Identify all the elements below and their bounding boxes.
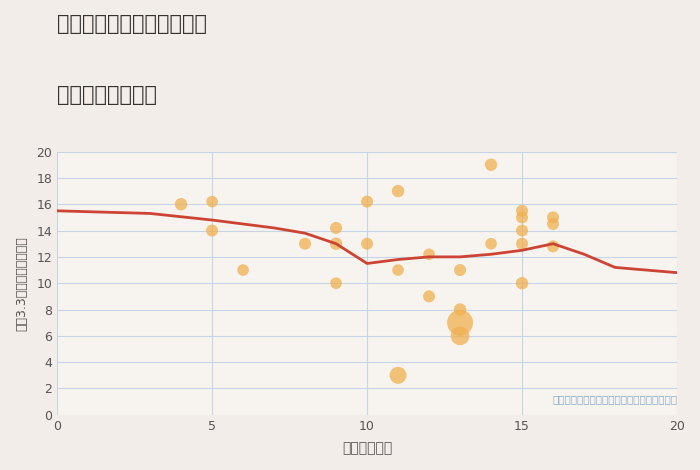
Point xyxy=(486,161,497,169)
Point xyxy=(361,198,372,205)
Point xyxy=(454,306,466,313)
Point xyxy=(300,240,311,248)
Point xyxy=(454,332,466,340)
Point xyxy=(206,198,218,205)
Text: 円の大きさは、取引のあった物件面積を示す: 円の大きさは、取引のあった物件面積を示す xyxy=(552,394,677,404)
Y-axis label: 坪（3.3㎡）単価（万円）: 坪（3.3㎡）単価（万円） xyxy=(15,236,28,330)
Point xyxy=(517,227,528,235)
Point xyxy=(176,201,187,208)
Point xyxy=(330,240,342,248)
Point xyxy=(517,207,528,215)
Point xyxy=(237,266,248,274)
Point xyxy=(393,266,404,274)
Text: 三重県四日市市平津新町の: 三重県四日市市平津新町の xyxy=(57,14,207,34)
Point xyxy=(517,280,528,287)
Point xyxy=(361,240,372,248)
Point xyxy=(547,214,559,221)
Point xyxy=(393,188,404,195)
Point xyxy=(454,266,466,274)
Point xyxy=(454,319,466,327)
Point xyxy=(517,240,528,248)
Point xyxy=(424,293,435,300)
Point xyxy=(206,227,218,235)
Text: 駅距離別土地価格: 駅距離別土地価格 xyxy=(57,85,157,105)
Point xyxy=(517,214,528,221)
Point xyxy=(486,240,497,248)
Point xyxy=(330,224,342,232)
Point xyxy=(393,372,404,379)
Point xyxy=(547,220,559,228)
Point xyxy=(330,280,342,287)
X-axis label: 駅距離（分）: 駅距離（分） xyxy=(342,441,392,455)
Point xyxy=(424,251,435,258)
Point xyxy=(547,243,559,250)
